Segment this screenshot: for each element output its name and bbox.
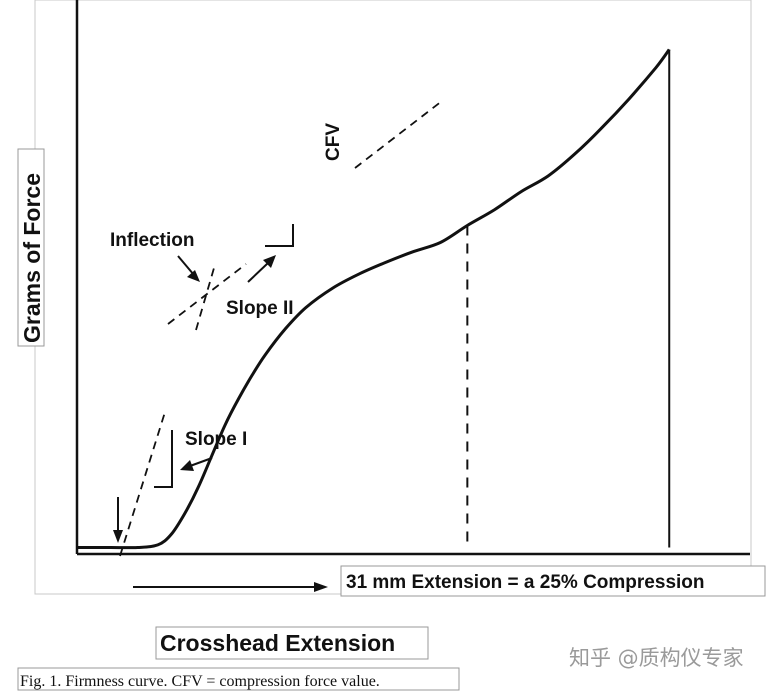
inflection-label: Inflection [110, 230, 194, 251]
x-axis-title: Crosshead Extension [160, 630, 395, 656]
slope-1-arrow [180, 457, 213, 471]
extension-note-box [340, 565, 766, 597]
cfv-label: CFV [323, 123, 344, 161]
y-axis-title-box [17, 148, 45, 347]
caption-box [17, 667, 460, 691]
extension-note-label: 31 mm Extension = a 25% Compression [346, 572, 705, 593]
tangent-slope-1-dashed-line [119, 411, 166, 557]
inflection-arrow [177, 255, 200, 282]
extension-arrow [133, 582, 328, 592]
watermark: 知乎 @质构仪专家 [569, 646, 744, 670]
firmness-curve-line [76, 48, 671, 550]
slope-2-arrow [247, 255, 276, 283]
y-axis-title: Grams of Force [19, 173, 45, 343]
tangent-slope-2-dashed-line [167, 263, 247, 325]
slope-1-triangle [154, 430, 173, 488]
figure-caption: Fig. 1. Firmness curve. CFV = compressio… [20, 673, 380, 690]
slope-2-triangle [265, 224, 294, 247]
chart-frame [34, 0, 752, 595]
start-point-arrow [113, 497, 123, 543]
x-axis-title-box [155, 626, 429, 660]
tangent-inflection-steep-dashed-line [195, 267, 215, 331]
tangent-upper-dashed-line [354, 100, 443, 169]
slope-2-label: Slope II [226, 298, 294, 319]
slope-1-label: Slope I [185, 429, 247, 450]
